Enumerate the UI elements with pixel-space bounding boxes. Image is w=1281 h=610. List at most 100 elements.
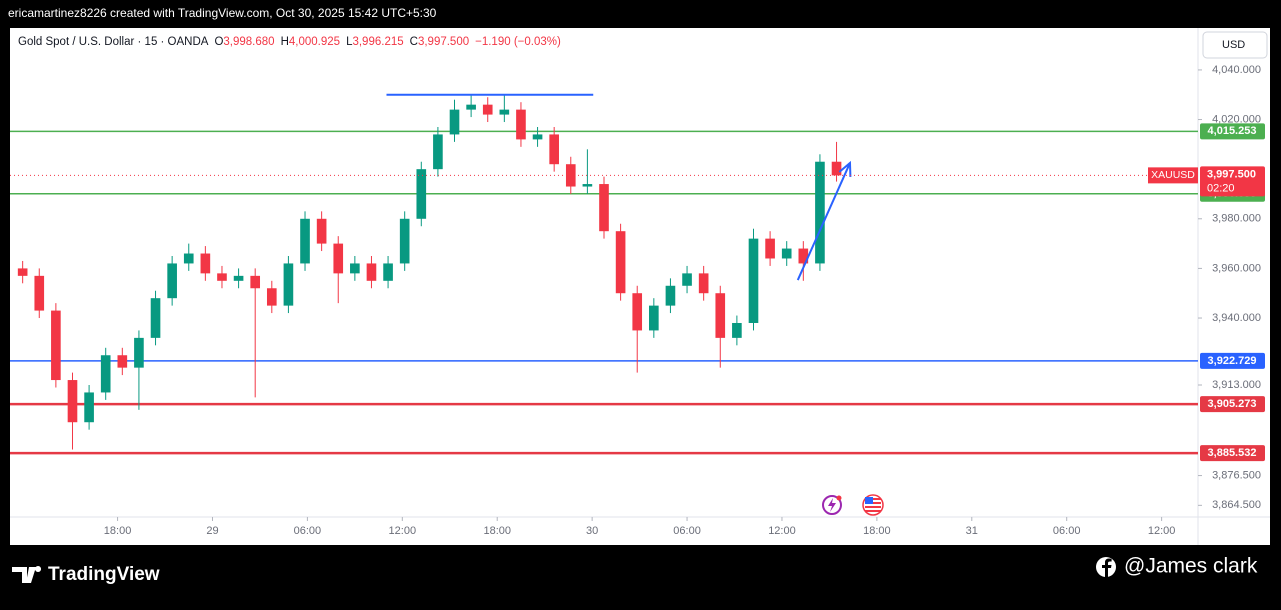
candle-body	[399, 218, 410, 264]
candle-body	[300, 218, 310, 264]
legend: Gold Spot / U.S. Dollar · 15 · OANDA O3,9…	[18, 36, 561, 48]
y-tick-label: 3,980.000	[1212, 213, 1261, 225]
ohlc-key: C	[410, 36, 418, 48]
level-label-box	[1200, 123, 1265, 140]
candle-body	[333, 243, 344, 274]
candle-body	[599, 184, 609, 232]
candle-body	[350, 263, 360, 274]
x-tick-label: 18:00	[483, 525, 511, 537]
symbol-title: Gold Spot / U.S. Dollar · 15 · OANDA	[18, 36, 209, 48]
x-tick-label: 12:00	[389, 525, 417, 537]
candle-body	[715, 293, 726, 338]
candle-body	[266, 288, 277, 306]
x-tick-label: 12:00	[1148, 525, 1176, 537]
candle-body	[482, 104, 493, 115]
ohlc-value: 3,997.500	[418, 36, 469, 48]
level-label: 3,905.273	[1208, 398, 1257, 410]
currency-button[interactable]	[1202, 31, 1268, 59]
level-label: 4,015.253	[1208, 125, 1257, 137]
arrow-head	[838, 160, 852, 177]
candle-body	[150, 298, 161, 338]
level-label: 3,922.729	[1208, 355, 1257, 367]
event-dot	[836, 495, 842, 501]
credit: ericamartinez8226 created with TradingVi…	[8, 6, 437, 20]
candle-body	[632, 293, 643, 331]
candle-body	[117, 355, 128, 368]
symbol-label: XAUUSD	[1151, 169, 1195, 181]
candle-body	[698, 273, 709, 294]
trend-drawing	[796, 162, 851, 281]
ohlc-key: H	[281, 36, 289, 48]
candle-body	[665, 285, 676, 306]
x-tick-label: 29	[206, 525, 218, 537]
ohlc-value: 3,996.215	[352, 36, 403, 48]
currency[interactable]: USD	[1222, 39, 1245, 51]
last-price-label: 3,997.500	[1207, 168, 1256, 180]
symbol-box	[1148, 167, 1198, 184]
candle-body	[167, 263, 177, 299]
candle-body	[466, 104, 476, 110]
facebook-f	[1102, 558, 1112, 577]
candle-body	[748, 238, 759, 323]
last-price-box	[1200, 166, 1265, 197]
candle-body	[233, 275, 244, 281]
candle-body	[449, 109, 460, 135]
candle-body	[217, 273, 227, 281]
ohlc-key: L	[346, 36, 353, 48]
candle-body	[615, 231, 626, 294]
candle-body	[499, 109, 510, 115]
handle: @James clark	[1124, 555, 1258, 578]
level-label: 3,885.532	[1208, 447, 1257, 459]
x-tick-label: 18:00	[104, 525, 132, 537]
candle-body	[366, 263, 377, 281]
candle-body	[582, 184, 593, 187]
flag-stripe	[865, 510, 881, 512]
candle-body	[682, 273, 692, 286]
level-label-box	[1200, 396, 1265, 413]
y-tick-label: 4,020.000	[1212, 113, 1261, 125]
ohlc-key: O	[214, 36, 223, 48]
tradingview-logo	[12, 566, 42, 583]
candle-body	[649, 305, 659, 331]
candle-body	[549, 134, 559, 165]
candle-body	[200, 253, 211, 274]
event-icon-bolt	[828, 498, 836, 512]
change: −1.190 (−0.03%)	[475, 36, 561, 48]
y-tick-label: 3,940.000	[1212, 312, 1261, 324]
candle-body	[34, 275, 45, 311]
candle-body	[532, 134, 543, 140]
candle-body	[433, 134, 443, 170]
y-tick-label: 3,876.500	[1212, 469, 1261, 481]
x-tick-label: 06:00	[294, 525, 322, 537]
candle-body	[798, 248, 809, 264]
candle-body	[781, 248, 792, 259]
y-tick-label: 4,040.000	[1212, 64, 1261, 76]
plot	[10, 93, 1198, 455]
candle-body	[134, 337, 144, 368]
ohlc-value: 3,998.680	[223, 36, 274, 48]
y-tick-label: 3,960.000	[1212, 262, 1261, 274]
candle-body	[250, 275, 261, 289]
brand: TradingView	[48, 564, 160, 585]
candle-body	[815, 161, 825, 264]
ohlc-value: 4,000.925	[289, 36, 340, 48]
chart-area	[10, 28, 1270, 545]
countdown: 02:20	[1207, 182, 1235, 194]
y-tick-label: 3,913.000	[1212, 379, 1261, 391]
candle-body	[100, 355, 111, 393]
x-tick-label: 12:00	[768, 525, 796, 537]
candle-body	[383, 263, 393, 281]
candle-body	[831, 161, 842, 176]
level-label-box	[1200, 352, 1265, 369]
level-label-box	[1200, 445, 1265, 462]
candle-body	[516, 109, 526, 140]
candle-body	[51, 310, 61, 381]
axes: 4,040.000 4,020.000 3,980.000 3,960.000 3,94…	[104, 64, 1265, 537]
candle-body	[17, 268, 28, 276]
candle-body	[84, 392, 94, 423]
x-tick-label: 06:00	[1053, 525, 1081, 537]
flag-canton	[865, 497, 873, 504]
candle-body	[67, 380, 78, 423]
